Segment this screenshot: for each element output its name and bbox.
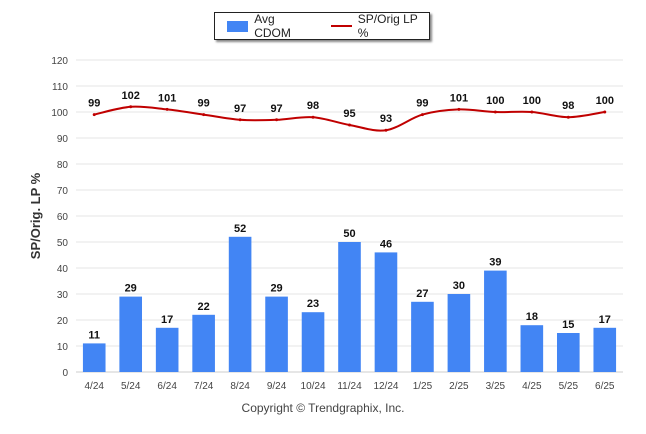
legend-line-swatch (330, 25, 352, 27)
bar-data-label: 30 (453, 280, 465, 292)
line-point (165, 107, 169, 111)
line-data-label: 100 (523, 95, 541, 107)
bar (265, 296, 288, 372)
line-point (493, 110, 497, 114)
bar (484, 270, 507, 372)
x-tick-label: 12/24 (373, 381, 398, 392)
line-data-label: 99 (88, 98, 100, 110)
x-tick-label: 5/25 (559, 381, 579, 392)
line-data-label: 99 (198, 98, 210, 110)
line-point (311, 115, 315, 119)
legend[interactable]: Avg CDOM SP/Orig LP % (214, 12, 430, 40)
line-data-label: 95 (343, 108, 355, 120)
line-point (603, 110, 607, 114)
bar-data-label: 11 (88, 329, 100, 341)
x-tick-label: 1/25 (413, 381, 433, 392)
line-data-label: 102 (122, 90, 140, 102)
bar-data-label: 39 (489, 257, 501, 269)
y-tick-label: 40 (57, 264, 69, 275)
bar-data-label: 18 (526, 311, 538, 323)
x-tick-label: 7/24 (194, 381, 214, 392)
x-tick-label: 5/24 (121, 381, 141, 392)
line-data-label: 101 (158, 92, 176, 104)
bar (192, 314, 215, 372)
x-tick-label: 4/24 (84, 381, 104, 392)
bar (374, 252, 398, 372)
x-tick-label: 8/24 (230, 381, 250, 392)
bar-data-label: 15 (562, 319, 574, 331)
y-tick-label: 10 (57, 342, 69, 353)
bar (338, 242, 361, 372)
legend-item-cdom[interactable]: Avg CDOM (227, 12, 313, 40)
x-tick-label: 9/24 (267, 381, 287, 392)
y-tick-label: 30 (57, 290, 69, 301)
x-tick-label: 6/24 (157, 381, 177, 392)
y-tick-label: 110 (52, 82, 68, 93)
bar-data-label: 27 (416, 288, 428, 300)
bar-data-label: 52 (234, 223, 246, 235)
bar-data-label: 22 (198, 301, 210, 313)
bar (556, 333, 580, 372)
line-point (275, 118, 279, 122)
y-tick-label: 20 (57, 316, 69, 327)
bar (593, 327, 617, 372)
y-axis-title: SP/Orig. LP % (28, 172, 43, 259)
x-tick-label: 10/24 (301, 381, 326, 392)
bar (155, 327, 179, 372)
line-point (420, 113, 424, 117)
line-data-label: 97 (234, 103, 246, 115)
bar (228, 236, 252, 372)
y-tick-label: 100 (51, 108, 68, 119)
y-tick-label: 0 (62, 368, 68, 379)
bar (119, 296, 143, 372)
y-tick-label: 120 (51, 56, 68, 67)
line-data-label: 98 (307, 100, 319, 112)
x-tick-label: 3/25 (486, 381, 506, 392)
y-tick-label: 80 (57, 160, 69, 171)
line-data-label: 100 (596, 95, 614, 107)
line-data-label: 101 (450, 92, 468, 104)
legend-bar-label: Avg CDOM (254, 12, 291, 40)
x-tick-label: 11/24 (337, 381, 362, 392)
y-tick-label: 60 (57, 212, 69, 223)
x-tick-label: 4/25 (522, 381, 542, 392)
line-point (457, 107, 461, 111)
bar (520, 325, 544, 372)
line-point (566, 115, 570, 119)
x-tick-label: 6/25 (595, 381, 615, 392)
y-tick-label: 90 (57, 134, 69, 145)
bar-data-label: 17 (599, 314, 611, 326)
bar (82, 343, 106, 372)
bar-data-label: 23 (307, 298, 319, 310)
line-data-label: 98 (562, 100, 574, 112)
bar-data-label: 29 (270, 283, 282, 295)
line-point (129, 105, 133, 109)
line-point (202, 113, 206, 117)
bar-data-label: 50 (343, 228, 355, 240)
bar (301, 312, 325, 372)
line-data-label: 97 (270, 103, 282, 115)
copyright-text: Copyright © Trendgraphix, Inc. (241, 401, 405, 415)
line-point (238, 118, 242, 122)
bar-data-label: 29 (125, 283, 137, 295)
line-data-label: 99 (416, 98, 428, 110)
bar (447, 294, 471, 372)
line-data-label: 93 (380, 113, 392, 125)
line-point (348, 123, 351, 127)
legend-line-label: SP/Orig LP % (357, 12, 418, 40)
line-point (530, 110, 534, 114)
y-tick-label: 70 (57, 186, 69, 197)
legend-bar-swatch (227, 20, 249, 32)
bar-data-label: 46 (380, 238, 392, 250)
line-point (384, 128, 388, 132)
y-tick-label: 50 (57, 238, 69, 249)
legend-item-sp-lp[interactable]: SP/Orig LP % (330, 12, 429, 40)
line-point (92, 113, 96, 117)
bar-data-label: 17 (161, 314, 173, 326)
x-tick-label: 2/25 (449, 381, 469, 392)
line-data-label: 100 (486, 95, 504, 107)
bar (411, 301, 434, 372)
